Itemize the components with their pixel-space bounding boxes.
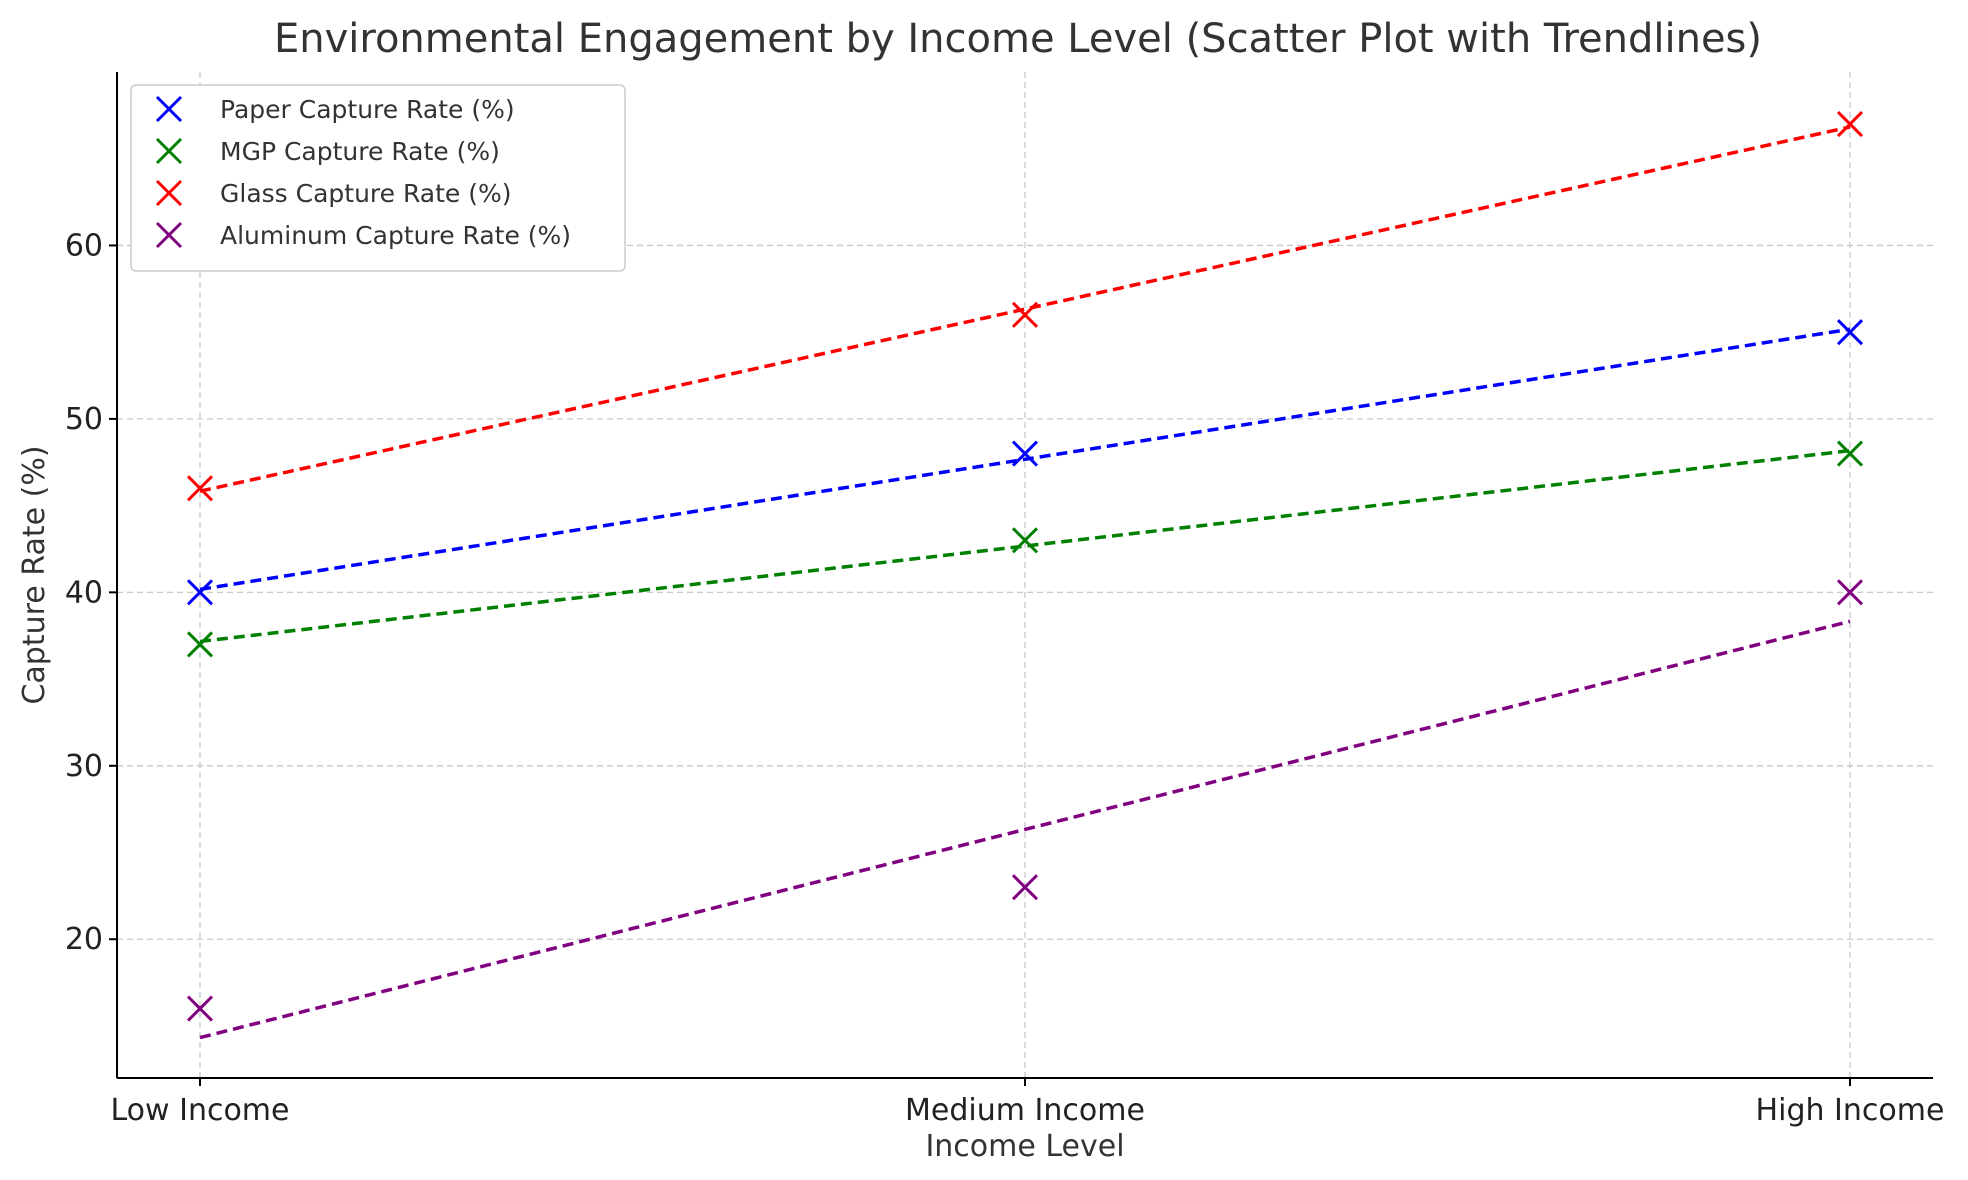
- series-mgp-capture-rate: [186, 440, 1864, 658]
- legend-label-aluminum-capture-rate: Aluminum Capture Rate (%): [220, 221, 571, 250]
- legend-marker-glass-capture-rate: [155, 179, 183, 207]
- data-point-glass-capture-rate-low-income: [186, 475, 214, 502]
- data-point-paper-capture-rate-medium-income: [1011, 440, 1039, 467]
- legend-label-paper-capture-rate: Paper Capture Rate (%): [220, 95, 515, 124]
- data-point-mgp-capture-rate-low-income: [186, 631, 214, 658]
- legend-marker-aluminum-capture-rate: [155, 221, 183, 249]
- legend-label-glass-capture-rate: Glass Capture Rate (%): [220, 179, 512, 208]
- y-tick-label-30: 30: [65, 749, 103, 784]
- trendline-glass-capture-rate: [199, 125, 1851, 493]
- data-point-mgp-capture-rate-high-income: [1836, 440, 1864, 467]
- data-point-paper-capture-rate-low-income: [186, 579, 214, 606]
- series-aluminum-capture-rate: [186, 579, 1864, 1040]
- data-point-aluminum-capture-rate-high-income: [1836, 579, 1864, 606]
- y-tick-label-60: 60: [65, 228, 103, 263]
- data-point-aluminum-capture-rate-low-income: [186, 995, 214, 1022]
- data-point-aluminum-capture-rate-medium-income: [1011, 874, 1039, 901]
- x-tick-label-high-income: High Income: [1756, 1093, 1945, 1128]
- data-point-paper-capture-rate-high-income: [1836, 319, 1864, 346]
- series-paper-capture-rate: [186, 319, 1864, 606]
- data-point-glass-capture-rate-high-income: [1836, 110, 1864, 138]
- legend-label-mgp-capture-rate: MGP Capture Rate (%): [220, 137, 500, 166]
- y-tick-label-50: 50: [65, 402, 103, 437]
- series-glass-capture-rate: [186, 110, 1864, 502]
- trendline-paper-capture-rate: [199, 327, 1851, 592]
- y-tick-label-40: 40: [65, 575, 103, 610]
- legend-marker-mgp-capture-rate: [155, 137, 183, 165]
- legend-marker-paper-capture-rate: [155, 95, 183, 123]
- y-axis-label: Capture Rate (%): [17, 445, 52, 704]
- axes: 20 30 40 50 60 Low Income Medium Income High In…: [65, 72, 1945, 1128]
- trendline-aluminum-capture-rate: [199, 619, 1851, 1040]
- x-tick-label-low-income: Low Income: [110, 1093, 289, 1128]
- chart-title: Environmental Engagement by Income Level…: [274, 16, 1762, 62]
- x-axis-label: Income Level: [925, 1129, 1124, 1164]
- legend-box: [130, 84, 626, 272]
- legend: Paper Capture Rate (%) MGP Capture Rate (…: [130, 84, 626, 272]
- series-layer: [186, 110, 1864, 1040]
- trendline-mgp-capture-rate: [199, 448, 1851, 644]
- y-tick-label-20: 20: [65, 922, 103, 957]
- data-point-glass-capture-rate-medium-income: [1011, 301, 1039, 328]
- x-tick-label-medium-income: Medium Income: [905, 1093, 1145, 1128]
- data-point-mgp-capture-rate-medium-income: [1011, 527, 1039, 554]
